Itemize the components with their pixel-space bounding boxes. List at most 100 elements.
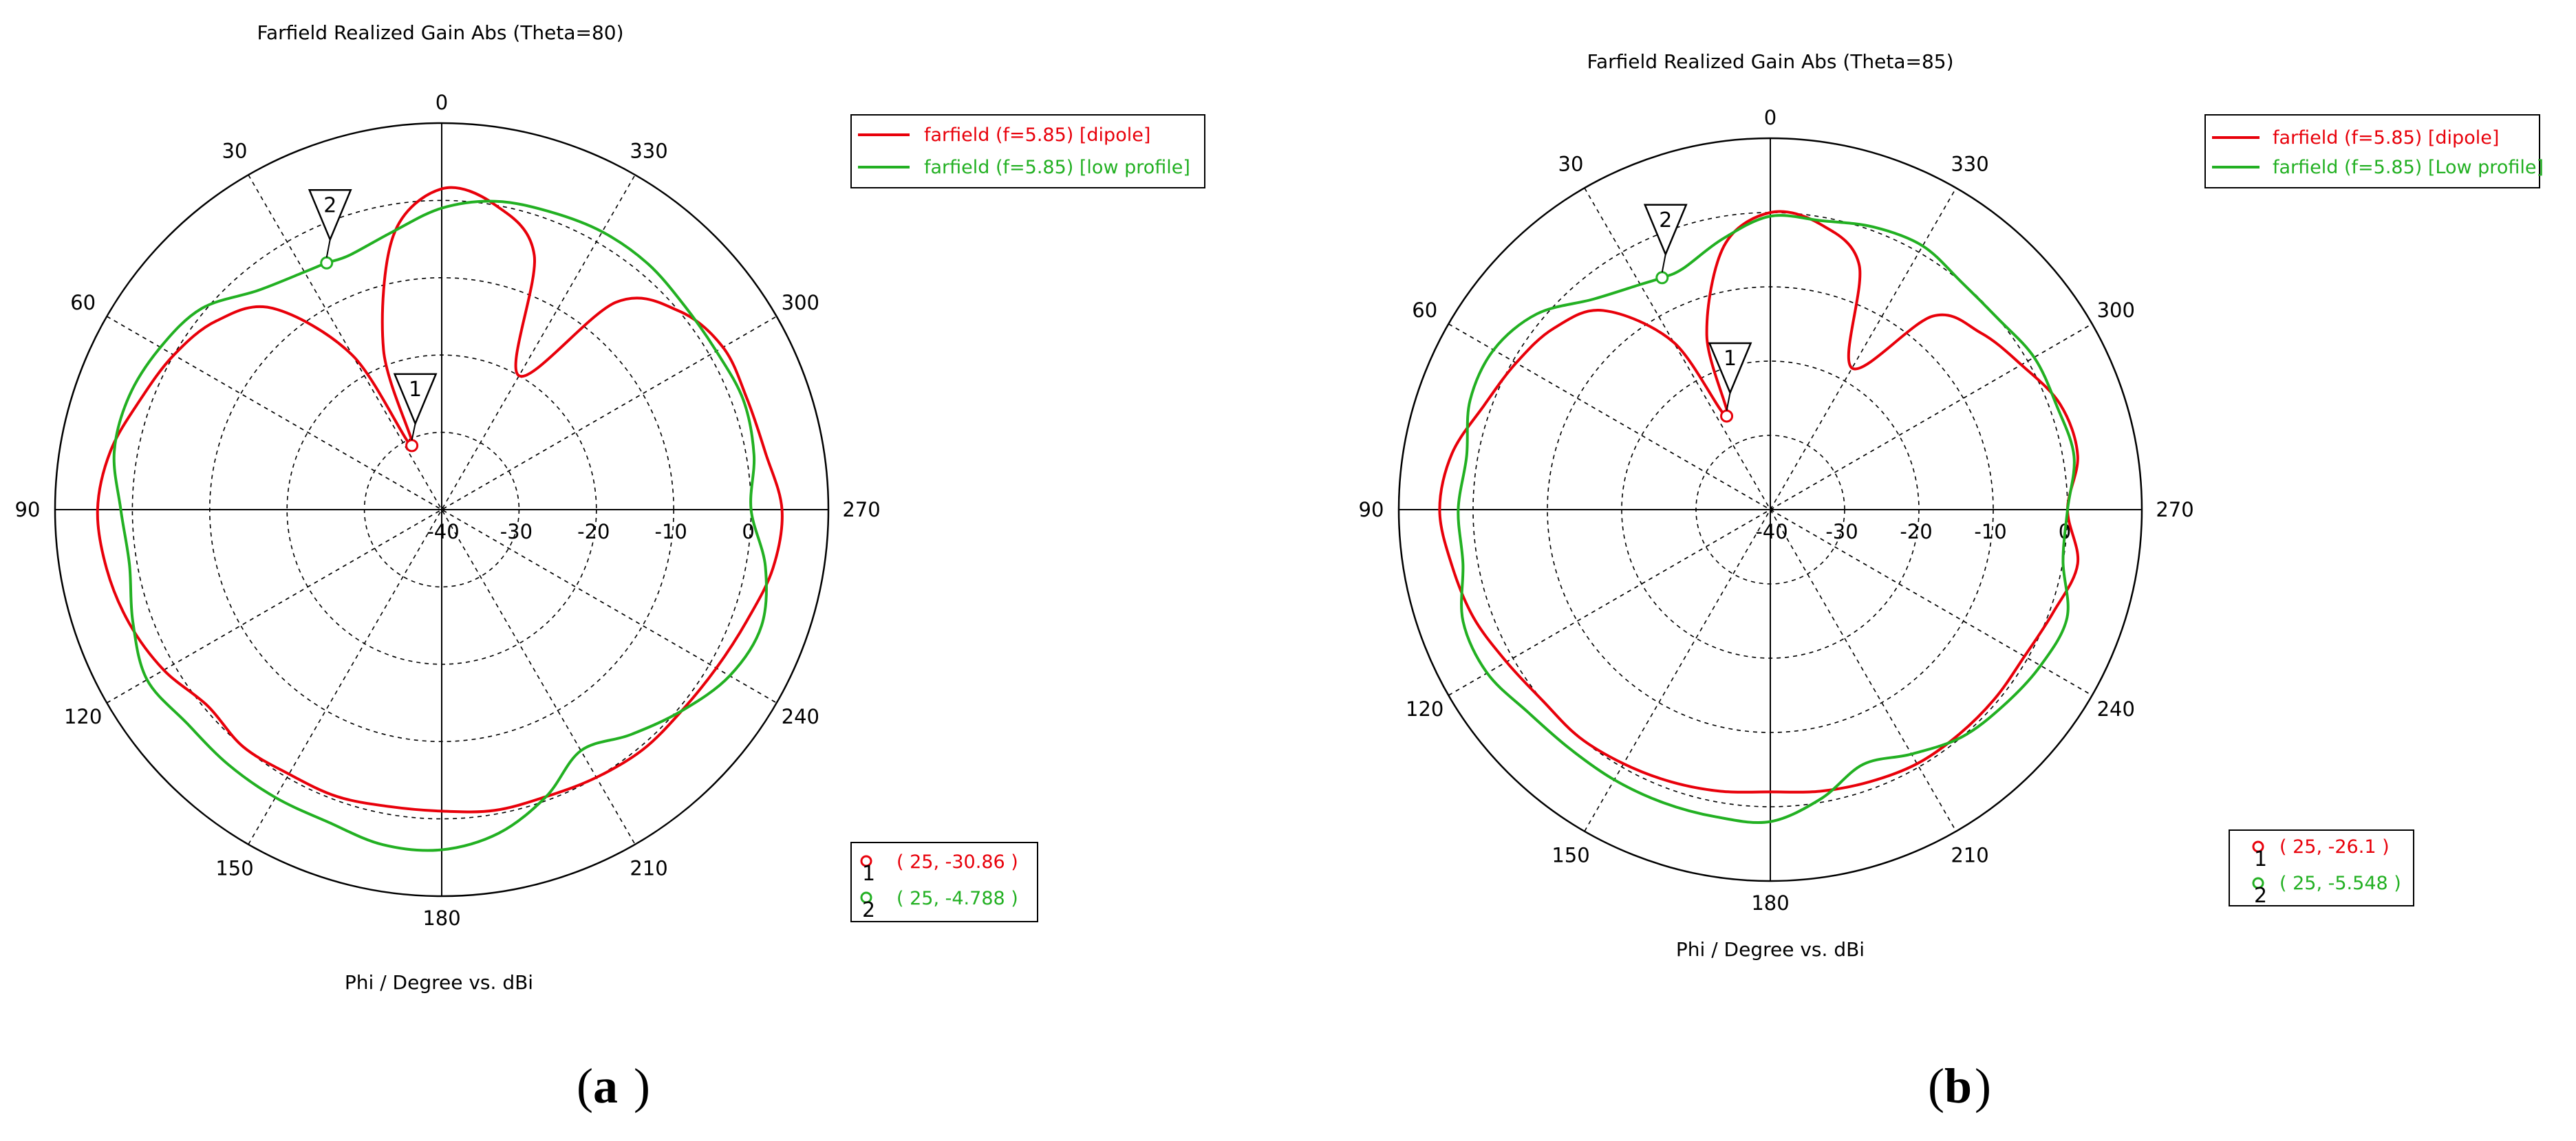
angle-tick-label: 150 [1552, 843, 1589, 867]
marker-2-id: 2 [862, 898, 875, 922]
radial-tick-label: -10 [655, 520, 687, 543]
polar-grid [54, 122, 830, 898]
series-lines [1438, 210, 2080, 825]
legend-box [2204, 114, 2540, 188]
angle-tick-label: 180 [1751, 891, 1789, 915]
angle-tick-label: 30 [1558, 153, 1584, 176]
grid-spoke [106, 316, 777, 704]
angle-tick-label: 90 [15, 498, 41, 521]
marker-1-readout: ( 25, -26.1 ) [2279, 836, 2390, 858]
caption-close-paren: ) [634, 1058, 650, 1113]
caption-open-paren: ( [1928, 1058, 1944, 1113]
panel-caption-b: ( b ) [1928, 1058, 1991, 1113]
marker-flag [308, 189, 352, 242]
radial-tick-labels: -40 -30 -20 -10 0 [1755, 520, 2071, 543]
marker-1-icon [860, 855, 872, 867]
x-axis-label: Phi / Degree vs. dBi [1676, 938, 1865, 961]
grid-spoke [248, 174, 636, 845]
legend: farfield (f=5.85) [dipole] farfield (f=5… [2204, 114, 2544, 188]
angle-tick-label: 270 [842, 498, 880, 521]
angle-tick-label: 0 [436, 91, 448, 114]
marker-1-readout: ( 25, -30.86 ) [897, 851, 1018, 873]
angle-tick-label: 120 [1406, 697, 1443, 721]
radial-tick-labels: -40 -30 -20 -10 0 [427, 520, 755, 543]
angle-tick-label: 180 [422, 906, 460, 930]
legend-entry-low-profile: farfield (f=5.85) [low profile] [924, 157, 1190, 178]
series-lines [96, 186, 784, 852]
markers: 12 [308, 189, 438, 453]
marker-1-icon [2252, 840, 2264, 853]
marker-2-icon [2252, 877, 2264, 889]
legend: farfield (f=5.85) [dipole] farfield (f=5… [850, 114, 1205, 188]
series-line-dipole [96, 186, 784, 814]
angle-tick-label: 150 [215, 856, 253, 880]
panel-caption-a: ( a ) [577, 1058, 650, 1113]
radial-tick-label: -40 [427, 520, 459, 543]
marker-flag-label: 2 [323, 193, 336, 217]
radial-tick-label: -30 [1825, 520, 1858, 543]
radial-tick-label: -20 [577, 520, 610, 543]
marker-2-readout: ( 25, -5.548 ) [2279, 873, 2401, 894]
caption-close-paren: ) [1975, 1058, 1991, 1113]
polar-grid [1397, 137, 2143, 882]
angle-tick-labels: 0 30 60 90 120 150 180 210 240 270 300 330 [15, 91, 881, 930]
chart-title: Farfield Realized Gain Abs (Theta=80) [257, 21, 623, 44]
marker-point [1655, 271, 1669, 285]
angle-tick-label: 240 [2097, 697, 2135, 721]
marker-flag-stem [1661, 254, 1666, 272]
marker-readout-box [850, 842, 1038, 922]
panel-b: Farfield Realized Gain Abs (Theta=85) 0 3… [1359, 50, 2544, 1113]
angle-tick-label: 330 [630, 140, 667, 163]
angle-tick-label: 90 [1359, 498, 1384, 521]
grid-spoke [1584, 187, 1957, 832]
marker-readout: 1 ( 25, -30.86 ) 2 ( 25, -4.788 ) [850, 842, 1038, 922]
angle-tick-label: 300 [782, 291, 819, 314]
series-line-low-profile [1457, 214, 2076, 825]
marker-flag [1708, 342, 1752, 395]
caption-letter: b [1944, 1058, 1972, 1113]
angle-tick-label: 210 [630, 856, 667, 880]
angle-tick-label: 120 [64, 705, 102, 728]
marker-point [1720, 409, 1734, 423]
series-line-low-profile [112, 199, 769, 852]
marker-point [405, 439, 419, 453]
legend-entry-dipole: farfield (f=5.85) [dipole] [2273, 127, 2499, 149]
marker-point [320, 256, 334, 270]
caption-letter: a [593, 1058, 618, 1113]
marker-2-icon [860, 891, 872, 904]
markers: 12 [1643, 204, 1752, 423]
panel-a: Farfield Realized Gain Abs (Theta=80) 0 3… [15, 21, 1205, 1113]
chart-title: Farfield Realized Gain Abs (Theta=85) [1587, 50, 1953, 73]
angle-tick-label: 30 [222, 140, 248, 163]
marker-flag-label: 2 [1659, 208, 1672, 232]
x-axis-label: Phi / Degree vs. dBi [345, 971, 533, 994]
radial-tick-label: -40 [1755, 520, 1788, 543]
legend-entry-low-profile: farfield (f=5.85) [Low profile] [2273, 157, 2544, 178]
grid-spoke [106, 316, 777, 704]
marker-flag-label: 1 [1724, 347, 1737, 371]
legend-entry-dipole: farfield (f=5.85) [dipole] [924, 124, 1150, 146]
marker-readout: 1 ( 25, -26.1 ) 2 ( 25, -5.548 ) [2229, 829, 2414, 908]
angle-tick-label: 60 [1412, 298, 1437, 322]
series-line-dipole [1438, 210, 2080, 794]
marker-2-readout: ( 25, -4.788 ) [897, 888, 1018, 909]
angle-tick-label: 210 [1951, 843, 1988, 867]
marker-flag-stem [325, 239, 331, 258]
caption-open-paren: ( [577, 1058, 593, 1113]
legend-box [850, 114, 1205, 188]
angle-tick-label: 330 [1951, 153, 1988, 176]
radial-tick-label: -20 [1900, 520, 1932, 543]
marker-flag-stem [411, 423, 416, 441]
radial-tick-label: -30 [500, 520, 533, 543]
grid-spoke [248, 174, 636, 845]
angle-tick-label: 300 [2097, 298, 2135, 322]
marker-flag [1643, 204, 1688, 257]
angle-tick-label: 240 [782, 705, 819, 728]
marker-1-id: 1 [862, 862, 875, 886]
angle-tick-label: 60 [70, 291, 96, 314]
marker-2-id: 2 [2254, 884, 2267, 908]
angle-tick-label: 270 [2156, 498, 2193, 521]
radial-tick-label: -10 [1974, 520, 2006, 543]
